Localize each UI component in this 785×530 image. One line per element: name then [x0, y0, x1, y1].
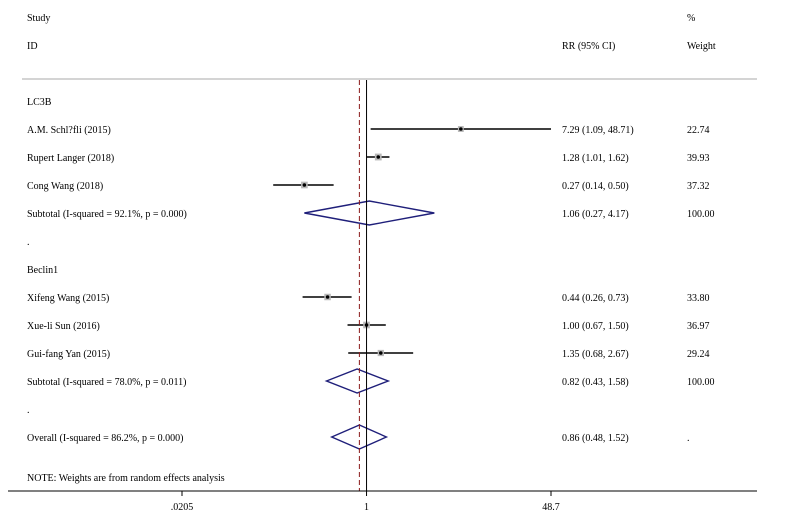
subtotal-label: Subtotal (I-squared = 78.0%, p = 0.011): [27, 377, 187, 388]
ci-text: 0.27 (0.14, 0.50): [562, 181, 629, 192]
point-estimate: [459, 127, 463, 131]
ci-text: 1.06 (0.27, 4.17): [562, 209, 629, 220]
ci-text: 1.28 (1.01, 1.62): [562, 153, 629, 164]
separator-label: .: [27, 237, 30, 248]
weight-text: 100.00: [687, 377, 715, 388]
separator-label: .: [27, 405, 30, 416]
pooled-diamond: [324, 368, 391, 394]
rows-layer: LC3B A.M. Schl?fli (2015) 7.29 (1.09, 48.7…: [27, 97, 715, 450]
ci-text: 1.00 (0.67, 1.50): [562, 321, 629, 332]
x-axis: .0205 1 48.7: [8, 80, 757, 513]
point-estimate: [376, 155, 381, 159]
ci-text: 0.82 (0.43, 1.58): [562, 377, 629, 388]
weight-text: 33.80: [687, 293, 710, 304]
weight-text: .: [687, 433, 690, 444]
axis-tick-label: .0205: [171, 502, 194, 513]
axis-tick-label: 1: [364, 502, 369, 513]
header-rr: RR (95% CI): [562, 41, 615, 52]
study-label: Xue-li Sun (2016): [27, 321, 100, 332]
point-estimate: [325, 295, 330, 299]
note-text: NOTE: Weights are from random effects an…: [27, 473, 225, 484]
study-label: Xifeng Wang (2015): [27, 293, 109, 304]
header-id: ID: [27, 41, 38, 52]
header-study: Study: [27, 13, 50, 24]
weight-text: 100.00: [687, 209, 715, 220]
weight-text: 37.32: [687, 181, 710, 192]
pooled-diamond: [304, 200, 435, 226]
overall-label: Overall (I-squared = 86.2%, p = 0.000): [27, 433, 184, 444]
weight-text: 36.97: [687, 321, 710, 332]
study-label: Cong Wang (2018): [27, 181, 103, 192]
ci-text: 7.29 (1.09, 48.71): [562, 125, 634, 136]
group-label: LC3B: [27, 97, 52, 108]
ci-text: 1.35 (0.68, 2.67): [562, 349, 629, 360]
study-label: A.M. Schl?fli (2015): [27, 125, 111, 136]
weight-text: 29.24: [687, 349, 710, 360]
subtotal-label: Subtotal (I-squared = 92.1%, p = 0.000): [27, 209, 187, 220]
point-estimate: [302, 183, 307, 187]
group-label: Beclin1: [27, 265, 58, 276]
header-weight: Weight: [687, 41, 716, 52]
ci-text: 0.44 (0.26, 0.73): [562, 293, 629, 304]
weight-text: 22.74: [687, 125, 710, 136]
weight-text: 39.93: [687, 153, 710, 164]
ci-text: 0.86 (0.48, 1.52): [562, 433, 629, 444]
point-estimate: [378, 351, 383, 355]
axis-tick-label: 48.7: [542, 502, 560, 513]
study-label: Rupert Langer (2018): [27, 153, 114, 164]
study-label: Gui-fang Yan (2015): [27, 349, 110, 360]
pooled-diamond: [329, 424, 389, 450]
header-pct: %: [687, 13, 695, 24]
